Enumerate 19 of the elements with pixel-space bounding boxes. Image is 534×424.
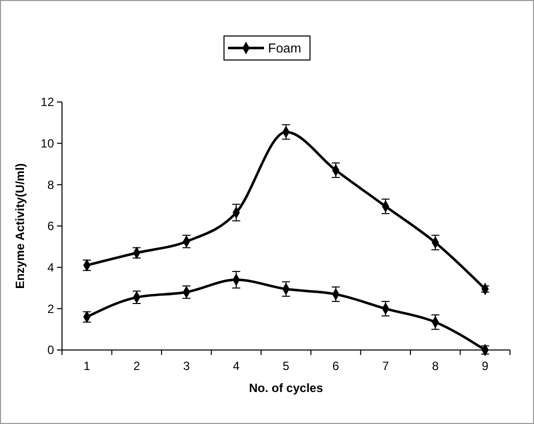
legend-label: Foam [268, 40, 302, 56]
y-tick-label: 4 [47, 260, 54, 275]
x-axis-title: No. of cycles [248, 381, 324, 395]
x-tick-label: 6 [332, 359, 340, 373]
x-tick-label: 5 [282, 359, 290, 373]
x-tick-label: 7 [382, 359, 390, 373]
y-tick-label: 10 [40, 136, 54, 151]
x-tick-label: 3 [183, 359, 190, 373]
x-tick-label: 4 [232, 359, 240, 373]
x-tick-label: 2 [133, 359, 140, 373]
x-tick-label: 1 [84, 359, 91, 373]
y-tick-label: 12 [40, 95, 54, 110]
y-tick-label: 6 [47, 219, 54, 234]
x-tick-label: 9 [482, 359, 489, 373]
y-tick-label: 0 [47, 343, 54, 358]
y-tick-label: 2 [47, 302, 54, 316]
x-tick-label: 8 [432, 359, 439, 373]
y-axis-title: Enzyme Activity(U/ml) [13, 163, 27, 289]
y-tick-label: 8 [47, 178, 54, 192]
